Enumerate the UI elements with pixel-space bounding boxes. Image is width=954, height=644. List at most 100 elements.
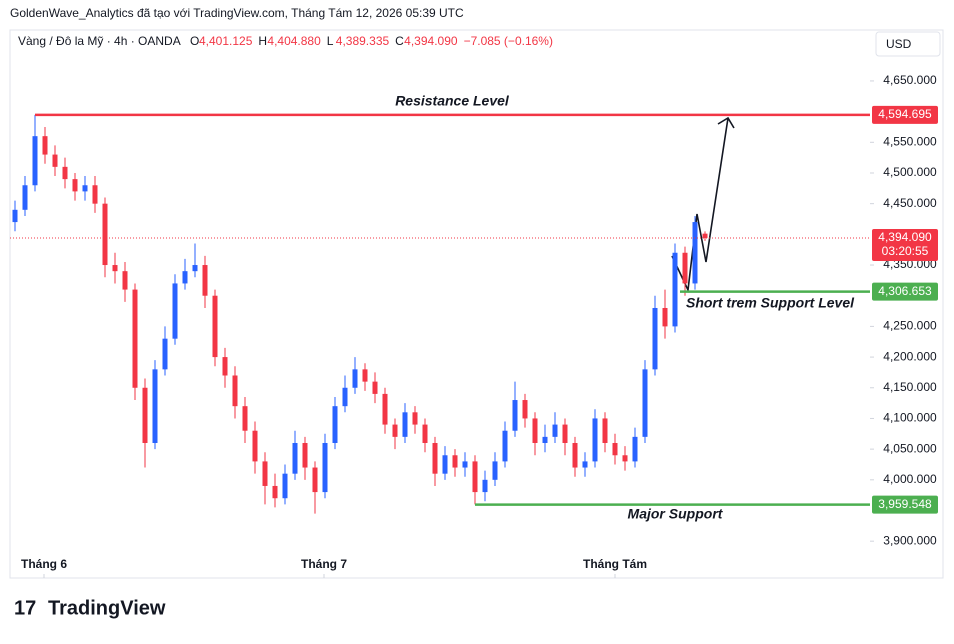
- candle-body: [472, 461, 478, 493]
- candle-body: [582, 461, 588, 468]
- y-tick-label: 4,500.000: [883, 165, 937, 179]
- candle-body: [512, 400, 518, 431]
- candle-body: [292, 442, 298, 474]
- y-tick-label: 4,550.000: [883, 134, 937, 148]
- candle-body: [532, 418, 538, 443]
- candle-body: [302, 442, 308, 468]
- candle-body: [322, 442, 328, 493]
- ohlc-value: 4,404.880: [267, 34, 321, 48]
- candle-body: [202, 265, 208, 296]
- price-tag-label: 4,306.653: [878, 284, 932, 298]
- candle-body: [282, 473, 288, 499]
- frame: [9, 29, 944, 579]
- y-tick-label: 4,650.000: [883, 73, 937, 87]
- brand: TradingView: [48, 597, 166, 619]
- candle-body: [242, 406, 248, 431]
- y-tick-label: 4,250.000: [883, 319, 937, 333]
- candle-body: [12, 209, 18, 223]
- candle-body: [432, 442, 438, 474]
- candle-body: [412, 412, 418, 425]
- candle-body: [392, 424, 398, 437]
- candle-body: [372, 381, 378, 394]
- candle-body: [442, 455, 448, 474]
- level-label: Major Support: [628, 505, 724, 521]
- candle-body: [672, 252, 678, 327]
- price-tag: [872, 105, 938, 124]
- ohlc-value: 4,389.335: [336, 34, 390, 48]
- last-price-tag: [872, 228, 938, 261]
- candle-body: [492, 461, 498, 480]
- currency[interactable]: USD: [886, 37, 912, 51]
- change: −7.085 (−0.16%): [464, 34, 553, 48]
- ohlc-value: 4,394.090: [404, 34, 458, 48]
- candle-body: [52, 154, 58, 167]
- candle-body: [152, 369, 158, 443]
- x-tick-label: Tháng 6: [21, 557, 67, 571]
- title: GoldenWave_Analytics đã tạo với TradingV…: [10, 6, 464, 20]
- candle-body: [112, 265, 118, 272]
- candle-body: [32, 136, 38, 186]
- level-label: Resistance Level: [395, 93, 510, 109]
- candle-body: [362, 369, 368, 382]
- candle-body: [62, 166, 68, 180]
- logo-mark: 17: [14, 597, 36, 619]
- candle-body: [462, 461, 468, 468]
- candle-body: [642, 369, 648, 437]
- price-tag-label: 4,594.695: [878, 107, 932, 121]
- candle-body: [22, 185, 28, 210]
- candle-body: [522, 400, 528, 419]
- price-tag: [872, 282, 938, 301]
- ohlc-key: O: [190, 34, 199, 48]
- candle-body: [622, 455, 628, 462]
- ohlc-key: C: [395, 34, 404, 48]
- candle-body: [192, 265, 198, 272]
- countdown: 03:20:55: [882, 244, 929, 258]
- candle-body: [502, 430, 508, 462]
- y-tick-label: 4,450.000: [883, 196, 937, 210]
- candle-body: [102, 203, 108, 266]
- candle-body: [572, 442, 578, 468]
- candle-body: [612, 442, 618, 456]
- y-tick-label: 4,150.000: [883, 380, 937, 394]
- candle-body: [272, 485, 278, 499]
- candle-body: [72, 179, 78, 192]
- ohlc-key: H: [258, 34, 267, 48]
- candle-body: [682, 252, 688, 284]
- candle-body: [182, 271, 188, 284]
- candle-body: [652, 307, 658, 370]
- candle-body: [82, 185, 88, 192]
- candle-body: [452, 455, 458, 468]
- y-tick-label: 4,000.000: [883, 472, 937, 486]
- candle-body: [312, 467, 318, 493]
- candle-body: [212, 295, 218, 358]
- currency-button[interactable]: [875, 31, 941, 57]
- candle-body: [482, 479, 488, 493]
- y-tick-label: 4,200.000: [883, 349, 937, 363]
- ohlc-key: L: [327, 34, 334, 48]
- candle-body: [552, 424, 558, 437]
- candle-body: [142, 387, 148, 443]
- candle-body: [542, 436, 548, 443]
- candle-body: [42, 136, 48, 155]
- candle-body: [122, 271, 128, 290]
- level-label: Short trem Support Level: [686, 294, 855, 310]
- ohlc-value: 4,401.125: [199, 34, 253, 48]
- candle-body: [132, 289, 138, 388]
- candle-body: [332, 406, 338, 443]
- candle-body: [252, 430, 258, 462]
- candle-body: [632, 436, 638, 462]
- projection-arrow: [671, 116, 735, 293]
- candle-body: [562, 424, 568, 443]
- candle-body: [222, 357, 228, 376]
- candle-body: [402, 412, 408, 437]
- x-tick-label: Tháng 7: [301, 557, 347, 571]
- candle-body: [422, 424, 428, 443]
- candle-body: [602, 418, 608, 443]
- last-price-label: 4,394.090: [878, 230, 932, 244]
- y-tick-label: 4,050.000: [883, 441, 937, 455]
- candle-body: [662, 307, 668, 327]
- y-tick-label: 4,100.000: [883, 411, 937, 425]
- candle-body: [162, 338, 168, 370]
